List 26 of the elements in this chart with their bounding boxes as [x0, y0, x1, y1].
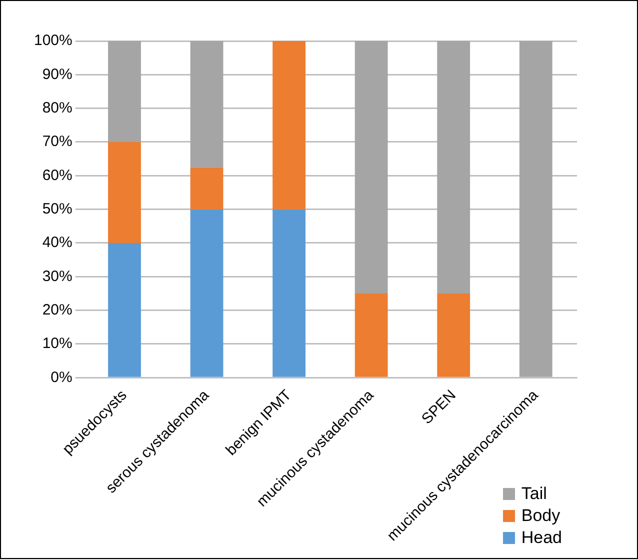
y-tick-label: 90%: [42, 66, 72, 83]
bar: [519, 41, 552, 377]
y-tick-label: 20%: [42, 301, 72, 318]
y-tick-label: 50%: [42, 200, 72, 218]
y-tick-label: 80%: [42, 99, 72, 116]
y-tick-label: 0%: [50, 368, 72, 386]
legend-label: Body: [521, 506, 560, 526]
y-tick-label: 30%: [42, 268, 72, 285]
bar: [108, 41, 141, 142]
bar: [272, 209, 306, 377]
bar: [272, 41, 306, 210]
y-tick-label: 10%: [42, 335, 72, 352]
y-tick-label: 70%: [42, 133, 72, 150]
y-tick-label: 100%: [34, 32, 72, 50]
bar: [190, 41, 224, 168]
y-tick-label: 40%: [42, 234, 72, 252]
bar: [437, 293, 470, 377]
bar: [190, 167, 224, 210]
bar: [190, 209, 224, 377]
bar: [354, 41, 388, 294]
bar: [108, 142, 141, 243]
bar: [108, 242, 141, 377]
y-tick-label: 60%: [42, 166, 72, 184]
bar: [437, 41, 470, 294]
bar: [354, 293, 388, 377]
legend-label: Head: [521, 528, 562, 548]
